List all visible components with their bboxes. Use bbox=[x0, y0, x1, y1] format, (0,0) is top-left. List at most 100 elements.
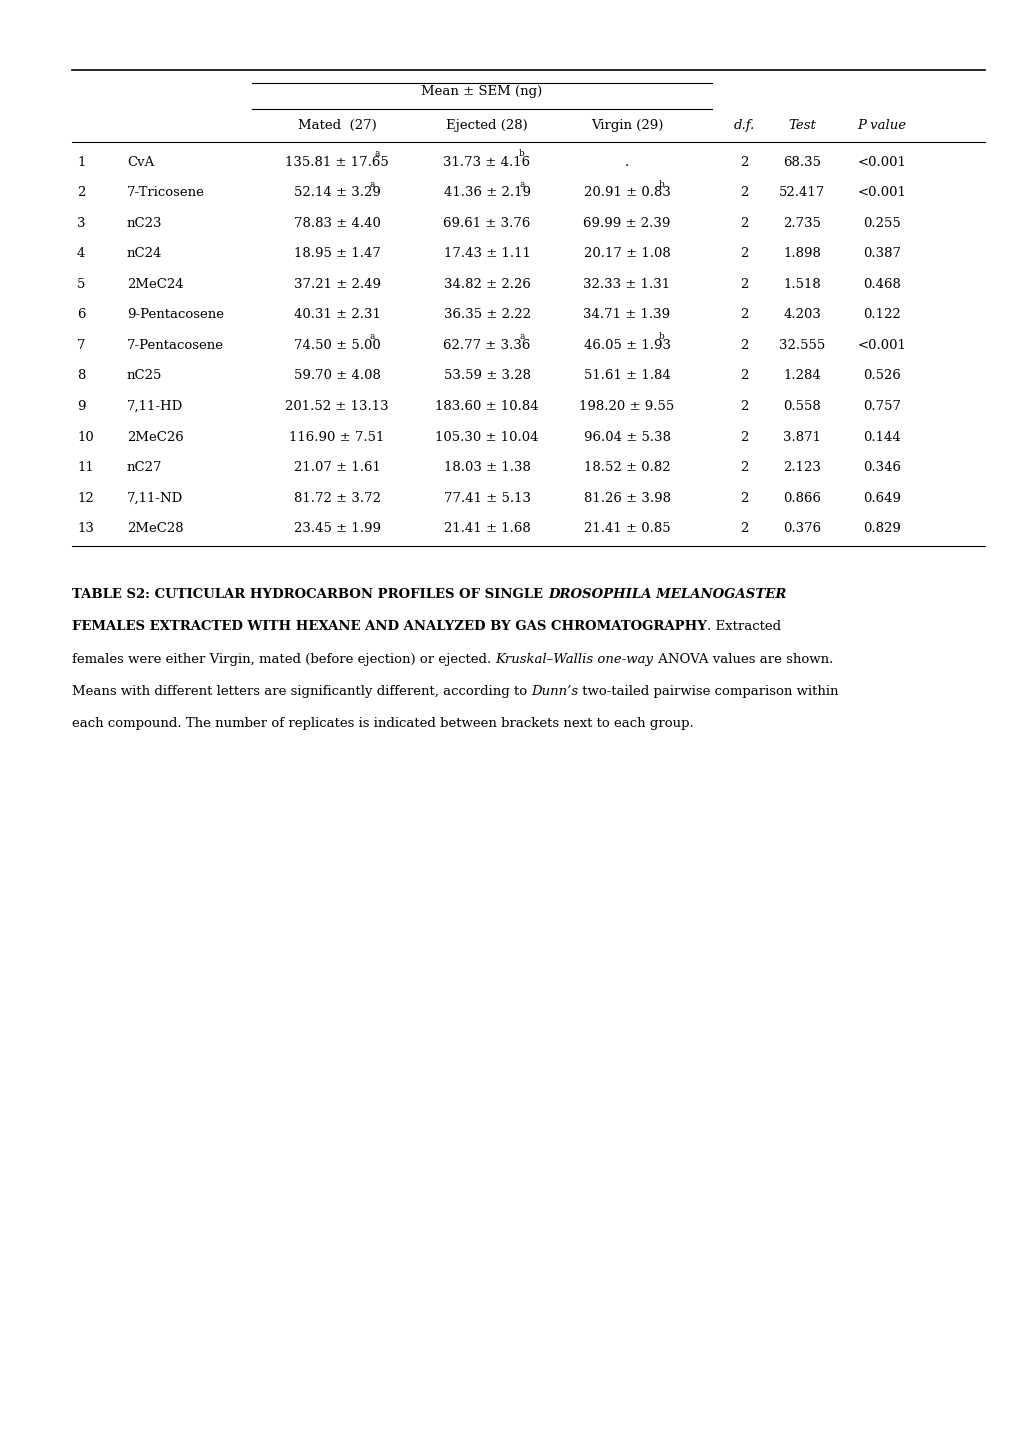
Text: 20.91 ± 0.83: 20.91 ± 0.83 bbox=[583, 186, 669, 199]
Text: nC23: nC23 bbox=[127, 216, 162, 229]
Text: ANOVA values are shown.: ANOVA values are shown. bbox=[653, 652, 833, 665]
Text: Kruskal–Wallis one-way: Kruskal–Wallis one-way bbox=[495, 652, 653, 665]
Text: 2: 2 bbox=[739, 492, 748, 505]
Text: Mean ± SEM (ng): Mean ± SEM (ng) bbox=[421, 85, 542, 98]
Text: 21.07 ± 1.61: 21.07 ± 1.61 bbox=[293, 462, 380, 475]
Text: 1.898: 1.898 bbox=[783, 247, 820, 260]
Text: 198.20 ± 9.55: 198.20 ± 9.55 bbox=[579, 400, 674, 413]
Text: 53.59 ± 3.28: 53.59 ± 3.28 bbox=[443, 369, 530, 382]
Text: 7,11-ND: 7,11-ND bbox=[127, 492, 183, 505]
Text: 4.203: 4.203 bbox=[783, 309, 820, 322]
Text: Mated  (27): Mated (27) bbox=[298, 118, 376, 131]
Text: 2.735: 2.735 bbox=[783, 216, 820, 229]
Text: . Extracted: . Extracted bbox=[706, 620, 781, 633]
Text: 7,11-HD: 7,11-HD bbox=[127, 400, 183, 413]
Text: P value: P value bbox=[857, 118, 906, 131]
Text: 0.649: 0.649 bbox=[862, 492, 900, 505]
Text: each compound. The number of replicates is indicated between brackets next to ea: each compound. The number of replicates … bbox=[72, 717, 693, 730]
Text: 2: 2 bbox=[739, 186, 748, 199]
Text: 2: 2 bbox=[739, 309, 748, 322]
Text: 0.255: 0.255 bbox=[862, 216, 900, 229]
Text: 51.61 ± 1.84: 51.61 ± 1.84 bbox=[583, 369, 669, 382]
Text: 46.05 ± 1.93: 46.05 ± 1.93 bbox=[583, 339, 669, 352]
Text: 2: 2 bbox=[739, 216, 748, 229]
Text: 2MeC28: 2MeC28 bbox=[127, 522, 183, 535]
Text: <0.001: <0.001 bbox=[857, 156, 906, 169]
Text: 2: 2 bbox=[739, 430, 748, 443]
Text: : CUTICULAR HYDROCARBON PROFILES OF SINGLE: : CUTICULAR HYDROCARBON PROFILES OF SING… bbox=[145, 589, 547, 602]
Text: 32.555: 32.555 bbox=[779, 339, 824, 352]
Text: a: a bbox=[369, 179, 374, 189]
Text: 2: 2 bbox=[739, 247, 748, 260]
Text: 2: 2 bbox=[739, 278, 748, 291]
Text: b: b bbox=[519, 149, 525, 159]
Text: 183.60 ± 10.84: 183.60 ± 10.84 bbox=[435, 400, 538, 413]
Text: 69.99 ± 2.39: 69.99 ± 2.39 bbox=[583, 216, 671, 229]
Text: 31.73 ± 4.16: 31.73 ± 4.16 bbox=[443, 156, 530, 169]
Text: 81.72 ± 3.72: 81.72 ± 3.72 bbox=[293, 492, 380, 505]
Text: Dunn’s: Dunn’s bbox=[531, 684, 578, 697]
Text: nC24: nC24 bbox=[127, 247, 162, 260]
Text: 0.829: 0.829 bbox=[862, 522, 900, 535]
Text: 13: 13 bbox=[76, 522, 94, 535]
Text: 69.61 ± 3.76: 69.61 ± 3.76 bbox=[443, 216, 530, 229]
Text: 21.41 ± 0.85: 21.41 ± 0.85 bbox=[583, 522, 669, 535]
Text: 17.43 ± 1.11: 17.43 ± 1.11 bbox=[443, 247, 530, 260]
Text: 2: 2 bbox=[739, 462, 748, 475]
Text: a: a bbox=[374, 149, 379, 159]
Text: 1.284: 1.284 bbox=[783, 369, 820, 382]
Text: 18.95 ± 1.47: 18.95 ± 1.47 bbox=[293, 247, 380, 260]
Text: a: a bbox=[519, 332, 524, 342]
Text: 5: 5 bbox=[76, 278, 86, 291]
Text: CvA: CvA bbox=[127, 156, 154, 169]
Text: 59.70 ± 4.08: 59.70 ± 4.08 bbox=[293, 369, 380, 382]
Text: 6: 6 bbox=[76, 309, 86, 322]
Text: 0.387: 0.387 bbox=[862, 247, 900, 260]
Text: 2: 2 bbox=[739, 400, 748, 413]
Text: 2: 2 bbox=[739, 156, 748, 169]
Text: 52.417: 52.417 bbox=[779, 186, 824, 199]
Text: 4: 4 bbox=[76, 247, 86, 260]
Text: 96.04 ± 5.38: 96.04 ± 5.38 bbox=[583, 430, 669, 443]
Text: <0.001: <0.001 bbox=[857, 339, 906, 352]
Text: 78.83 ± 4.40: 78.83 ± 4.40 bbox=[293, 216, 380, 229]
Text: b: b bbox=[658, 179, 664, 189]
Text: b: b bbox=[658, 332, 664, 342]
Text: 2: 2 bbox=[739, 369, 748, 382]
Text: 0.468: 0.468 bbox=[862, 278, 900, 291]
Text: 68.35: 68.35 bbox=[783, 156, 820, 169]
Text: 0.526: 0.526 bbox=[862, 369, 900, 382]
Text: 0.558: 0.558 bbox=[783, 400, 820, 413]
Text: 7-Pentacosene: 7-Pentacosene bbox=[127, 339, 224, 352]
Text: 23.45 ± 1.99: 23.45 ± 1.99 bbox=[293, 522, 380, 535]
Text: 1: 1 bbox=[76, 156, 86, 169]
Text: Means with different letters are significantly different, according to: Means with different letters are signifi… bbox=[72, 684, 531, 697]
Text: 74.50 ± 5.00: 74.50 ± 5.00 bbox=[293, 339, 380, 352]
Text: 2: 2 bbox=[76, 186, 86, 199]
Text: Ejected (28): Ejected (28) bbox=[445, 118, 528, 131]
Text: 0.144: 0.144 bbox=[862, 430, 900, 443]
Text: 36.35 ± 2.22: 36.35 ± 2.22 bbox=[443, 309, 530, 322]
Text: 12: 12 bbox=[76, 492, 94, 505]
Text: 1.518: 1.518 bbox=[783, 278, 820, 291]
Text: 2MeC24: 2MeC24 bbox=[127, 278, 183, 291]
Text: 10: 10 bbox=[76, 430, 94, 443]
Text: 0.346: 0.346 bbox=[862, 462, 900, 475]
Text: 0.757: 0.757 bbox=[862, 400, 900, 413]
Text: 105.30 ± 10.04: 105.30 ± 10.04 bbox=[435, 430, 538, 443]
Text: TABLE S2: TABLE S2 bbox=[72, 589, 145, 602]
Text: 37.21 ± 2.49: 37.21 ± 2.49 bbox=[293, 278, 380, 291]
Text: 77.41 ± 5.13: 77.41 ± 5.13 bbox=[443, 492, 530, 505]
Text: 21.41 ± 1.68: 21.41 ± 1.68 bbox=[443, 522, 530, 535]
Text: 52.14 ± 3.29: 52.14 ± 3.29 bbox=[293, 186, 380, 199]
Text: 40.31 ± 2.31: 40.31 ± 2.31 bbox=[293, 309, 380, 322]
Text: 11: 11 bbox=[76, 462, 94, 475]
Text: 7-Tricosene: 7-Tricosene bbox=[127, 186, 205, 199]
Text: 18.03 ± 1.38: 18.03 ± 1.38 bbox=[443, 462, 530, 475]
Text: 0.376: 0.376 bbox=[783, 522, 820, 535]
Text: 9: 9 bbox=[76, 400, 86, 413]
Text: 9-Pentacosene: 9-Pentacosene bbox=[127, 309, 224, 322]
Text: Virgin (29): Virgin (29) bbox=[590, 118, 662, 131]
Text: nC27: nC27 bbox=[127, 462, 162, 475]
Text: DROSOPHILA MELANOGASTER: DROSOPHILA MELANOGASTER bbox=[547, 589, 786, 602]
